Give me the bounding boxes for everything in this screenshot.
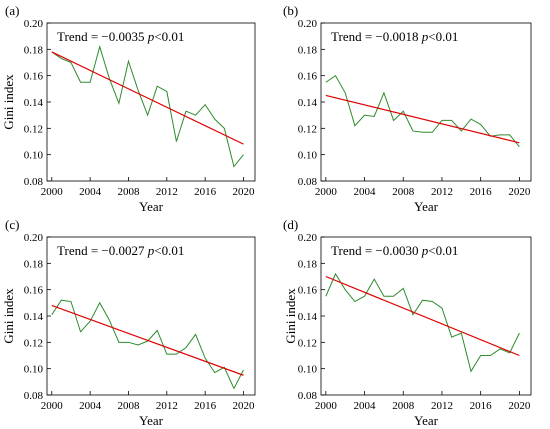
y-tick-label: 0.16 xyxy=(24,285,44,297)
y-tick-label: 0.16 xyxy=(298,285,318,297)
x-axis-label: Year xyxy=(414,413,439,428)
x-tick-label: 2016 xyxy=(470,400,493,412)
y-tick-label: 0.16 xyxy=(298,71,318,83)
x-tick-label: 2012 xyxy=(156,400,178,412)
gini-series-line xyxy=(51,44,244,168)
x-tick-label: 2008 xyxy=(392,186,415,198)
panel-c: 0.08 0.10 0.12 0.14 0.16 0.18 0.20 2000 2004 2008… xyxy=(1,217,256,428)
trend-value: Trend = −0.0030 xyxy=(331,243,422,258)
p-letter: p xyxy=(147,243,155,258)
x-tick-label: 2012 xyxy=(156,186,178,198)
x-axis-label: Year xyxy=(139,199,164,214)
y-tick-label: 0.18 xyxy=(298,44,318,56)
x-tick-label: 2004 xyxy=(354,400,377,412)
p-value: <0.01 xyxy=(154,29,184,44)
y-tick-label: 0.20 xyxy=(24,18,44,30)
panel-b: 0.08 0.10 0.12 0.14 0.16 0.18 0.20 2000 2004 2008… xyxy=(283,3,532,214)
p-letter: p xyxy=(421,243,429,258)
y-axis-label: Gini index xyxy=(283,288,298,344)
y-tick-label: 0.18 xyxy=(24,44,44,56)
y-tick-label: 0.20 xyxy=(298,18,318,30)
gini-series-line xyxy=(325,74,520,148)
y-tick-label: 0.12 xyxy=(298,337,317,349)
y-tick-label: 0.08 xyxy=(24,390,44,402)
x-tick-label: 2020 xyxy=(508,186,531,198)
p-letter: p xyxy=(147,29,155,44)
y-tick-label: 0.18 xyxy=(24,258,44,270)
x-tick-label: 2016 xyxy=(470,186,493,198)
y-tick-label: 0.08 xyxy=(298,176,318,188)
trend-annotation: Trend = −0.0035 p<0.01 xyxy=(57,29,184,44)
y-tick-label: 0.12 xyxy=(24,123,43,135)
y-tick-label: 0.10 xyxy=(24,364,44,376)
plot-frame xyxy=(46,22,256,182)
trend-fit-line xyxy=(325,275,520,357)
x-tick-label: 2008 xyxy=(117,400,140,412)
y-tick-label: 0.12 xyxy=(298,123,317,135)
x-tick-label: 2016 xyxy=(194,186,217,198)
p-value: <0.01 xyxy=(428,243,458,258)
x-tick-label: 2012 xyxy=(431,186,453,198)
trend-value: Trend = −0.0018 xyxy=(331,29,422,44)
plot-frame xyxy=(46,236,256,396)
panel-label: (b) xyxy=(283,3,298,18)
y-tick-label: 0.14 xyxy=(298,311,318,323)
x-tick-label: 2020 xyxy=(232,400,255,412)
trend-annotation: Trend = −0.0030 p<0.01 xyxy=(331,243,458,258)
y-tick-label: 0.14 xyxy=(24,97,44,109)
y-axis-label: Gini index xyxy=(1,74,16,130)
x-tick-label: 2012 xyxy=(431,400,453,412)
x-tick-label: 2020 xyxy=(508,400,531,412)
gini-series-line xyxy=(51,299,244,390)
x-tick-label: 2004 xyxy=(79,186,102,198)
y-tick-label: 0.20 xyxy=(24,232,44,244)
p-value: <0.01 xyxy=(154,243,184,258)
trend-annotation: Trend = −0.0027 p<0.01 xyxy=(57,243,184,258)
y-tick-label: 0.16 xyxy=(24,71,44,83)
y-tick-label: 0.10 xyxy=(24,150,44,162)
trend-value: Trend = −0.0027 xyxy=(57,243,148,258)
y-tick-label: 0.14 xyxy=(298,97,318,109)
y-tick-label: 0.10 xyxy=(298,364,318,376)
x-tick-label: 2000 xyxy=(41,186,64,198)
trend-fit-line xyxy=(51,304,244,376)
p-value: <0.01 xyxy=(428,29,458,44)
x-tick-label: 2000 xyxy=(41,400,64,412)
y-tick-label: 0.14 xyxy=(24,311,44,323)
p-letter: p xyxy=(421,29,429,44)
x-tick-label: 2008 xyxy=(117,186,140,198)
x-tick-label: 2016 xyxy=(194,400,217,412)
trend-value: Trend = −0.0035 xyxy=(57,29,148,44)
panel-label: (c) xyxy=(5,217,19,232)
trend-fit-line xyxy=(51,51,244,145)
panel-label: (d) xyxy=(283,217,298,232)
panel-a: 0.08 0.10 0.12 0.14 0.16 0.18 0.20 2000 2004 2008… xyxy=(1,3,256,214)
y-tick-label: 0.12 xyxy=(24,337,43,349)
x-tick-label: 2004 xyxy=(79,400,102,412)
x-tick-label: 2004 xyxy=(354,186,377,198)
plot-frame xyxy=(320,236,532,396)
trend-annotation: Trend = −0.0018 p<0.01 xyxy=(331,29,458,44)
y-tick-label: 0.08 xyxy=(298,390,318,402)
x-tick-label: 2020 xyxy=(232,186,255,198)
y-axis-label: Gini index xyxy=(1,288,16,344)
x-tick-label: 2000 xyxy=(315,186,338,198)
x-axis-label: Year xyxy=(139,413,164,428)
x-tick-label: 2000 xyxy=(315,400,338,412)
panel-d: 0.08 0.10 0.12 0.14 0.16 0.18 0.20 2000 2004 2008… xyxy=(283,217,532,428)
y-tick-label: 0.08 xyxy=(24,176,44,188)
y-tick-label: 0.18 xyxy=(298,258,318,270)
y-tick-label: 0.20 xyxy=(298,232,318,244)
trend-fit-line xyxy=(325,94,520,144)
y-tick-label: 0.10 xyxy=(298,150,318,162)
x-axis-label: Year xyxy=(414,199,439,214)
gini-series-line xyxy=(325,272,520,373)
x-tick-label: 2008 xyxy=(392,400,415,412)
panel-label: (a) xyxy=(5,3,19,18)
